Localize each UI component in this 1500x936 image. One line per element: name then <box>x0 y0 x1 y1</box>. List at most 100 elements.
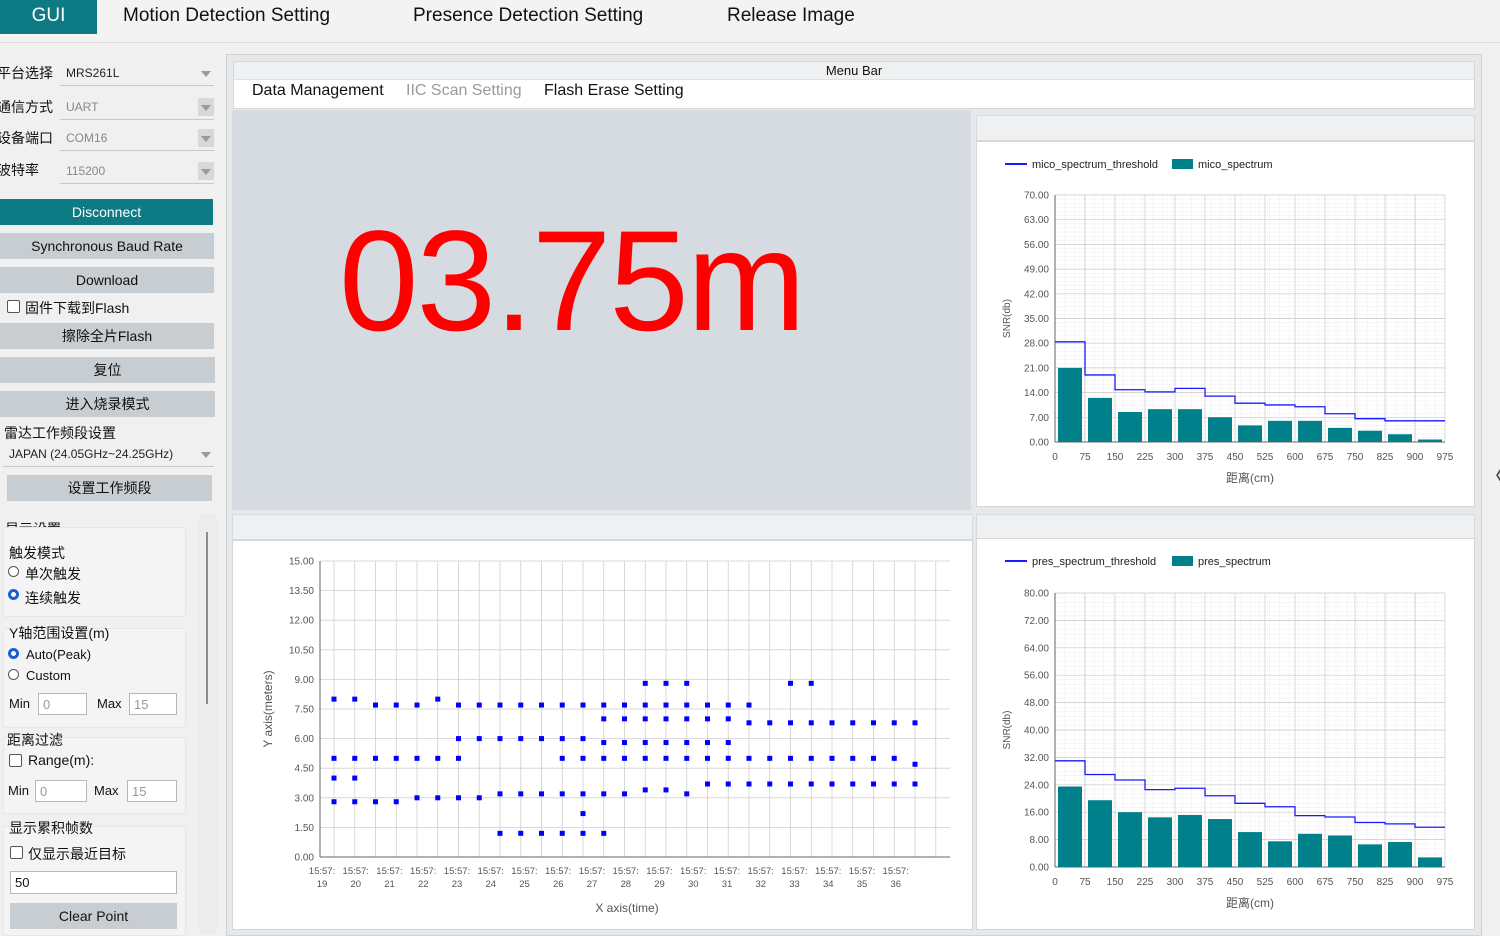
target-point <box>331 755 337 761</box>
distance-min-input[interactable]: 0 <box>35 780 87 802</box>
x-tick-label: 15:57: <box>646 866 672 877</box>
menu-data-management[interactable]: Data Management <box>252 82 384 99</box>
y-tick-label: 9.00 <box>295 675 315 686</box>
x-axis-title: X axis(time) <box>595 901 658 915</box>
distance-max-input[interactable]: 15 <box>127 780 177 802</box>
auto-peak-label: Auto(Peak) <box>26 647 92 662</box>
y-min-input[interactable]: 0 <box>38 693 87 715</box>
custom-radio[interactable] <box>8 669 19 680</box>
auto-peak-radio[interactable] <box>8 648 19 659</box>
baud-select[interactable]: 115200 <box>60 158 214 184</box>
erase-flash-button[interactable]: 擦除全片Flash <box>0 323 214 349</box>
band-select[interactable]: JAPAN (24.05GHz~24.25GHz) <box>3 441 214 467</box>
y-tick-label: 0.00 <box>1030 863 1050 874</box>
nearest-only-checkbox[interactable] <box>10 846 23 859</box>
x-tick-label: 33 <box>789 879 800 890</box>
range-checkbox[interactable] <box>9 754 22 767</box>
x-tick-label: 15:57: <box>309 866 335 877</box>
clear-point-button[interactable]: Clear Point <box>10 903 177 929</box>
target-point <box>622 740 627 746</box>
scatter-chart-header <box>232 514 973 540</box>
x-tick-label: 23 <box>452 879 463 890</box>
tab-release-image[interactable]: Release Image <box>727 5 855 26</box>
target-point <box>746 781 752 787</box>
target-point <box>497 736 503 742</box>
target-point <box>684 716 690 722</box>
collapse-panel-icon[interactable]: 〈 <box>1482 462 1500 492</box>
y-tick-label: 40.00 <box>1024 726 1049 737</box>
target-point <box>476 702 482 708</box>
target-point <box>456 702 461 708</box>
single-trigger-radio[interactable] <box>8 566 19 577</box>
x-tick-label: 600 <box>1287 877 1304 888</box>
disconnect-button[interactable]: Disconnect <box>0 199 213 225</box>
target-point <box>559 702 565 708</box>
x-tick-label: 30 <box>688 879 699 890</box>
scrollbar-thumb[interactable] <box>206 532 208 704</box>
frames-label: 显示累积帧数 <box>9 820 93 836</box>
x-tick-label: 525 <box>1257 877 1274 888</box>
target-point <box>352 696 358 702</box>
target-point <box>601 830 607 836</box>
platform-select[interactable]: MRS261L <box>60 60 214 86</box>
target-point <box>539 702 544 708</box>
menu-flash-erase-setting[interactable]: Flash Erase Setting <box>544 82 684 99</box>
spectrum-bar <box>1208 819 1232 867</box>
continuous-trigger-radio[interactable] <box>8 589 19 600</box>
legend-bar-label: pres_spectrum <box>1198 556 1271 568</box>
threshold-line <box>1055 341 1445 422</box>
target-point <box>331 799 337 805</box>
flash-download-checkbox[interactable] <box>7 300 20 313</box>
set-band-button[interactable]: 设置工作频段 <box>7 475 212 501</box>
settings-scrollbar[interactable] <box>199 514 217 934</box>
x-tick-label: 34 <box>823 879 834 890</box>
y-range-label: Y轴范围设置(m) <box>9 625 110 641</box>
target-point <box>788 755 793 761</box>
target-point <box>767 781 773 787</box>
mico-spectrum-chart: mico_spectrum_threshold mico_spectrum 0.00… <box>1002 159 1454 485</box>
tab-gui[interactable]: GUI <box>0 0 97 34</box>
x-tick-label: 35 <box>857 879 868 890</box>
y-tick-label: 63.00 <box>1024 215 1049 226</box>
spectrum-bar <box>1178 814 1202 867</box>
target-point <box>808 781 814 787</box>
target-point <box>456 795 461 801</box>
target-point <box>476 736 482 742</box>
menu-iic-scan-setting[interactable]: IIC Scan Setting <box>406 82 522 99</box>
target-point <box>684 755 690 761</box>
download-button[interactable]: Download <box>0 267 214 293</box>
mico-spectrum-panel: mico_spectrum_threshold mico_spectrum 0.00… <box>976 141 1475 507</box>
target-point <box>788 720 793 726</box>
distance-display-area: 03.75m <box>232 110 971 510</box>
x-tick-label: 225 <box>1137 452 1154 463</box>
x-tick-label: 22 <box>418 879 429 890</box>
reset-button[interactable]: 复位 <box>0 357 215 383</box>
port-select[interactable]: COM16 <box>60 125 214 151</box>
y-max-input[interactable]: 15 <box>129 693 177 715</box>
target-point <box>725 702 731 708</box>
target-point <box>767 755 773 761</box>
target-point <box>539 736 544 742</box>
tab-motion-detection-setting[interactable]: Motion Detection Setting <box>123 5 331 26</box>
target-point <box>746 702 752 708</box>
tab-presence-detection-setting[interactable]: Presence Detection Setting <box>413 5 644 26</box>
enter-burn-mode-button[interactable]: 进入烧录模式 <box>0 391 215 417</box>
target-point <box>518 791 524 797</box>
x-tick-label: 24 <box>485 879 496 890</box>
x-tick-label: 900 <box>1407 877 1424 888</box>
target-point <box>622 702 627 708</box>
chevron-down-icon <box>198 162 214 180</box>
legend-bar-swatch <box>1172 556 1193 566</box>
sync-baud-rate-button[interactable]: Synchronous Baud Rate <box>0 233 214 259</box>
single-trigger-label: 单次触发 <box>25 566 81 582</box>
x-tick-label: 900 <box>1407 452 1424 463</box>
threshold-line <box>1055 760 1445 828</box>
spectrum-bar <box>1268 841 1292 867</box>
baud-label: 波特率 <box>0 162 39 178</box>
target-point <box>497 830 503 836</box>
frames-input[interactable]: 50 <box>10 871 177 894</box>
top-tab-bar: GUI Motion Detection Setting Presence De… <box>0 0 1500 43</box>
target-point <box>331 696 337 702</box>
target-point <box>580 755 586 761</box>
comm-select[interactable]: UART <box>60 94 214 120</box>
